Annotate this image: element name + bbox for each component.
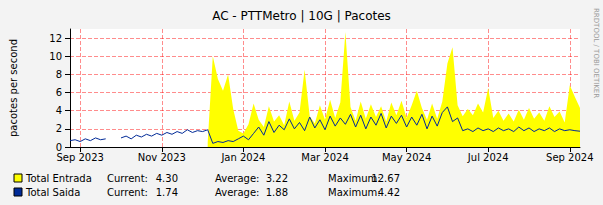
svg-text:Maximum:: Maximum: bbox=[328, 172, 381, 184]
svg-text:pacotes per second: pacotes per second bbox=[8, 39, 19, 137]
svg-text:6: 6 bbox=[56, 87, 62, 98]
svg-text:Average:: Average: bbox=[215, 187, 259, 198]
svg-text:Jul 2024: Jul 2024 bbox=[467, 152, 509, 163]
svg-text:12.67: 12.67 bbox=[371, 173, 400, 184]
svg-text:4.30: 4.30 bbox=[156, 173, 178, 184]
svg-text:Current:: Current: bbox=[107, 187, 148, 198]
svg-text:Average:: Average: bbox=[215, 173, 259, 184]
svg-text:AC - PTTMetro | 10G | Pacotes: AC - PTTMetro | 10G | Pacotes bbox=[212, 9, 391, 23]
svg-text:4: 4 bbox=[56, 105, 62, 116]
svg-text:May 2024: May 2024 bbox=[382, 152, 431, 163]
svg-text:2: 2 bbox=[56, 123, 62, 134]
svg-text:Nov 2023: Nov 2023 bbox=[138, 152, 186, 163]
svg-text:Sep 2023: Sep 2023 bbox=[56, 152, 103, 163]
svg-text:1.88: 1.88 bbox=[266, 187, 288, 198]
svg-text:Maximum:: Maximum: bbox=[328, 187, 381, 198]
svg-text:10: 10 bbox=[49, 51, 62, 62]
svg-text:Current:: Current: bbox=[107, 173, 148, 184]
svg-text:Jan 2024: Jan 2024 bbox=[220, 152, 265, 163]
svg-text:12: 12 bbox=[49, 33, 62, 44]
svg-text:1.74: 1.74 bbox=[156, 187, 178, 198]
svg-text:Total Saida: Total Saida bbox=[25, 187, 80, 198]
svg-text:Total Entrada: Total Entrada bbox=[25, 173, 92, 184]
svg-text:3.22: 3.22 bbox=[266, 173, 288, 184]
svg-text:0: 0 bbox=[55, 141, 62, 153]
svg-text:8: 8 bbox=[56, 69, 62, 80]
svg-text:RRDTOOL / TOBI OETIKER: RRDTOOL / TOBI OETIKER bbox=[592, 8, 600, 98]
svg-text:Mar 2024: Mar 2024 bbox=[301, 152, 349, 163]
svg-text:Sep 2024: Sep 2024 bbox=[546, 152, 593, 163]
svg-text:4.42: 4.42 bbox=[378, 187, 400, 198]
